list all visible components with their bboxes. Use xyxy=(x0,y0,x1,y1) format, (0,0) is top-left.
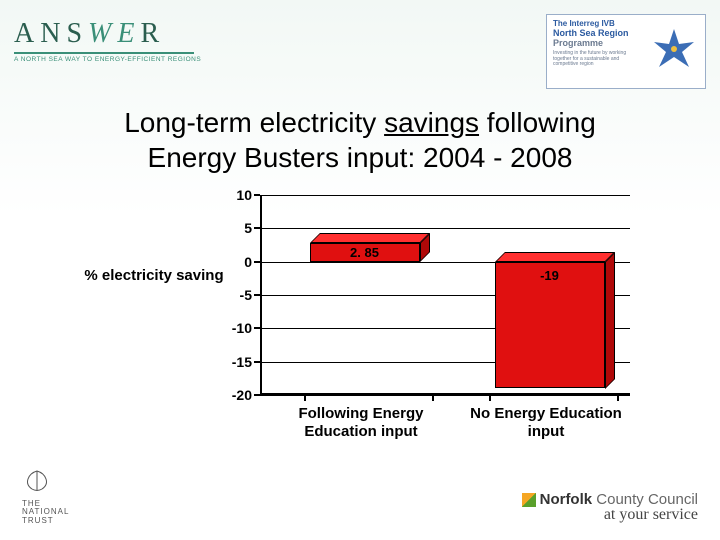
bar-value-label: -19 xyxy=(495,268,605,283)
x-category-label: Following Energy Education input xyxy=(274,405,449,441)
logo-text: ANS xyxy=(14,18,88,49)
gridline xyxy=(260,195,630,196)
logo-text-we: WE xyxy=(88,18,140,49)
bar: 2. 85 xyxy=(310,243,420,262)
header: ANSWER A NORTH SEA WAY TO ENERGY-EFFICIE… xyxy=(0,0,720,100)
x-category-label: No Energy Education input xyxy=(459,405,634,441)
y-tick-label: -20 xyxy=(212,387,252,403)
footer: THE NATIONAL TRUST Norfolk County Counci… xyxy=(0,472,720,532)
interreg-logo: The Interreg IVB North Sea Region Progra… xyxy=(546,14,706,89)
y-tick-label: -10 xyxy=(212,320,252,336)
y-axis-label: % electricity saving xyxy=(84,267,224,285)
logo-text-post: R xyxy=(140,18,165,49)
interreg-line2: North Sea Region xyxy=(553,28,643,38)
norfolk-logo: Norfolk County Council at your service xyxy=(522,491,698,524)
y-tick-label: -5 xyxy=(212,287,252,303)
logo-tagline: A NORTH SEA WAY TO ENERGY-EFFICIENT REGI… xyxy=(14,56,201,63)
y-tick-label: 0 xyxy=(212,254,252,270)
interreg-sub: Investing in the future by working toget… xyxy=(553,51,643,68)
y-tick-label: 10 xyxy=(212,187,252,203)
star-icon xyxy=(649,24,699,74)
national-trust-logo: THE NATIONAL TRUST xyxy=(22,469,69,526)
gridline xyxy=(260,395,630,396)
bar-value-label: 2. 85 xyxy=(310,245,420,260)
y-tick-label: 5 xyxy=(212,220,252,236)
nt-l3: TRUST xyxy=(22,517,69,526)
oak-leaf-icon xyxy=(22,469,52,493)
bar: -19 xyxy=(495,262,605,389)
answer-logo: ANSWER A NORTH SEA WAY TO ENERGY-EFFICIE… xyxy=(14,18,201,63)
bar-chart: % electricity saving 1050-5-10-15-202. 8… xyxy=(90,195,650,455)
norfolk-tag: at your service xyxy=(522,506,698,524)
gridline xyxy=(260,228,630,229)
interreg-line1: The Interreg IVB xyxy=(553,19,643,28)
plot-area: 1050-5-10-15-202. 85-19 xyxy=(260,195,630,395)
interreg-line3: Programme xyxy=(553,38,643,48)
norfolk-square-icon xyxy=(522,493,536,507)
norfolk-name: Norfolk xyxy=(540,491,593,508)
slide-title: Long-term electricity savings following … xyxy=(0,105,720,175)
y-tick-label: -15 xyxy=(212,354,252,370)
